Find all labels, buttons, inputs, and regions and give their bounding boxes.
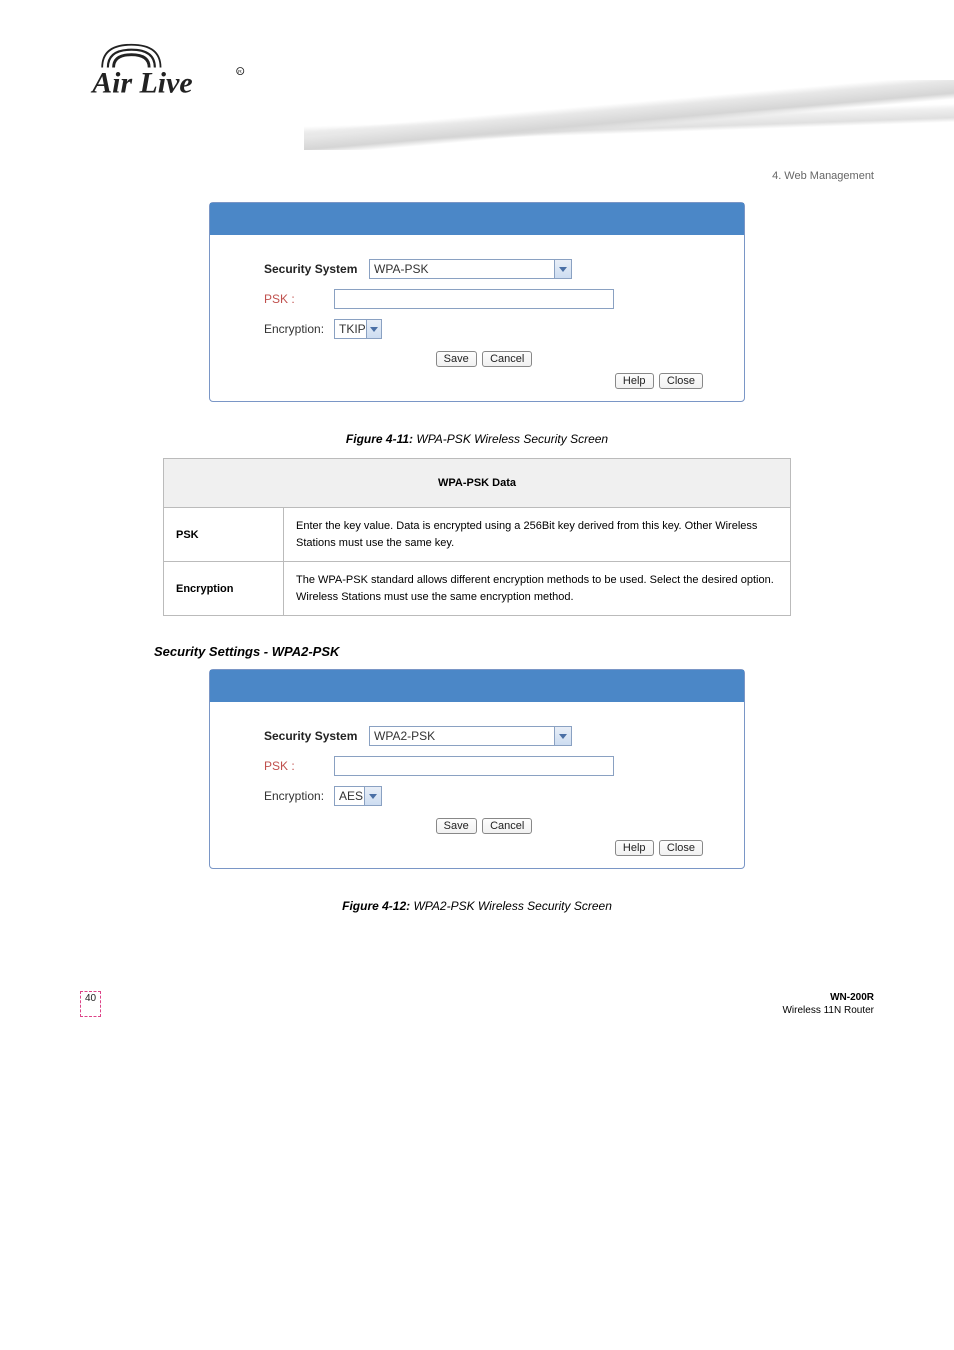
help-button[interactable]: Help (615, 840, 654, 856)
security-system-select[interactable]: WPA-PSK (369, 259, 572, 279)
chevron-down-icon (554, 727, 571, 745)
close-button[interactable]: Close (659, 373, 703, 389)
wpa-psk-data-table: WPA-PSK Data PSK Enter the key value. Da… (163, 458, 791, 616)
svg-text:Air Live: Air Live (90, 66, 192, 99)
figure-caption-1: Figure 4-11: WPA-PSK Wireless Security S… (0, 432, 954, 446)
psk-input[interactable] (334, 289, 614, 309)
security-system-value: WPA2-PSK (374, 729, 435, 743)
security-system-label: Security System (264, 729, 369, 743)
security-system-value: WPA-PSK (374, 262, 428, 276)
page-footer: 40 WN-200R Wireless 11N Router (0, 921, 954, 1037)
save-button[interactable]: Save (436, 818, 477, 834)
encryption-select[interactable]: TKIP (334, 319, 382, 339)
figure-caption-2: Figure 4-12: WPA2-PSK Wireless Security … (0, 899, 954, 913)
wpa2-psk-panel: Security System WPA2-PSK PSK : Encryptio… (209, 669, 745, 869)
row-desc: The WPA-PSK standard allows different en… (284, 562, 791, 616)
security-system-label: Security System (264, 262, 369, 276)
page-number: 40 (80, 991, 101, 1017)
cancel-button[interactable]: Cancel (482, 818, 532, 834)
encryption-value: TKIP (339, 322, 366, 336)
psk-label: PSK : (264, 759, 334, 773)
footer-model: WN-200R (830, 992, 874, 1003)
security-system-select[interactable]: WPA2-PSK (369, 726, 572, 746)
svg-text:R: R (238, 69, 242, 75)
psk-label: PSK : (264, 292, 334, 306)
subsection-title: Security Settings - WPA2-PSK (154, 644, 954, 659)
close-button[interactable]: Close (659, 840, 703, 856)
page-header: Air Live R (0, 0, 954, 170)
table-header: WPA-PSK Data (164, 459, 791, 508)
airlive-logo: Air Live R (78, 30, 263, 105)
chevron-down-icon (554, 260, 571, 278)
table-row: PSK Enter the key value. Data is encrypt… (164, 508, 791, 562)
wpa-psk-panel: Security System WPA-PSK PSK : Encryption… (209, 202, 745, 402)
header-swoosh (304, 80, 954, 150)
chevron-down-icon (366, 320, 381, 338)
panel-header (210, 670, 744, 702)
cancel-button[interactable]: Cancel (482, 351, 532, 367)
encryption-select[interactable]: AES (334, 786, 382, 806)
psk-input[interactable] (334, 756, 614, 776)
help-button[interactable]: Help (615, 373, 654, 389)
chapter-label: 4. Web Management (0, 170, 954, 192)
row-desc: Enter the key value. Data is encrypted u… (284, 508, 791, 562)
chevron-down-icon (364, 787, 381, 805)
table-row: Encryption The WPA-PSK standard allows d… (164, 562, 791, 616)
encryption-value: AES (339, 789, 363, 803)
encryption-label: Encryption: (264, 322, 334, 336)
footer-desc: Wireless 11N Router (782, 1005, 874, 1016)
encryption-label: Encryption: (264, 789, 334, 803)
row-label: PSK (164, 508, 284, 562)
row-label: Encryption (164, 562, 284, 616)
panel-header (210, 203, 744, 235)
save-button[interactable]: Save (436, 351, 477, 367)
